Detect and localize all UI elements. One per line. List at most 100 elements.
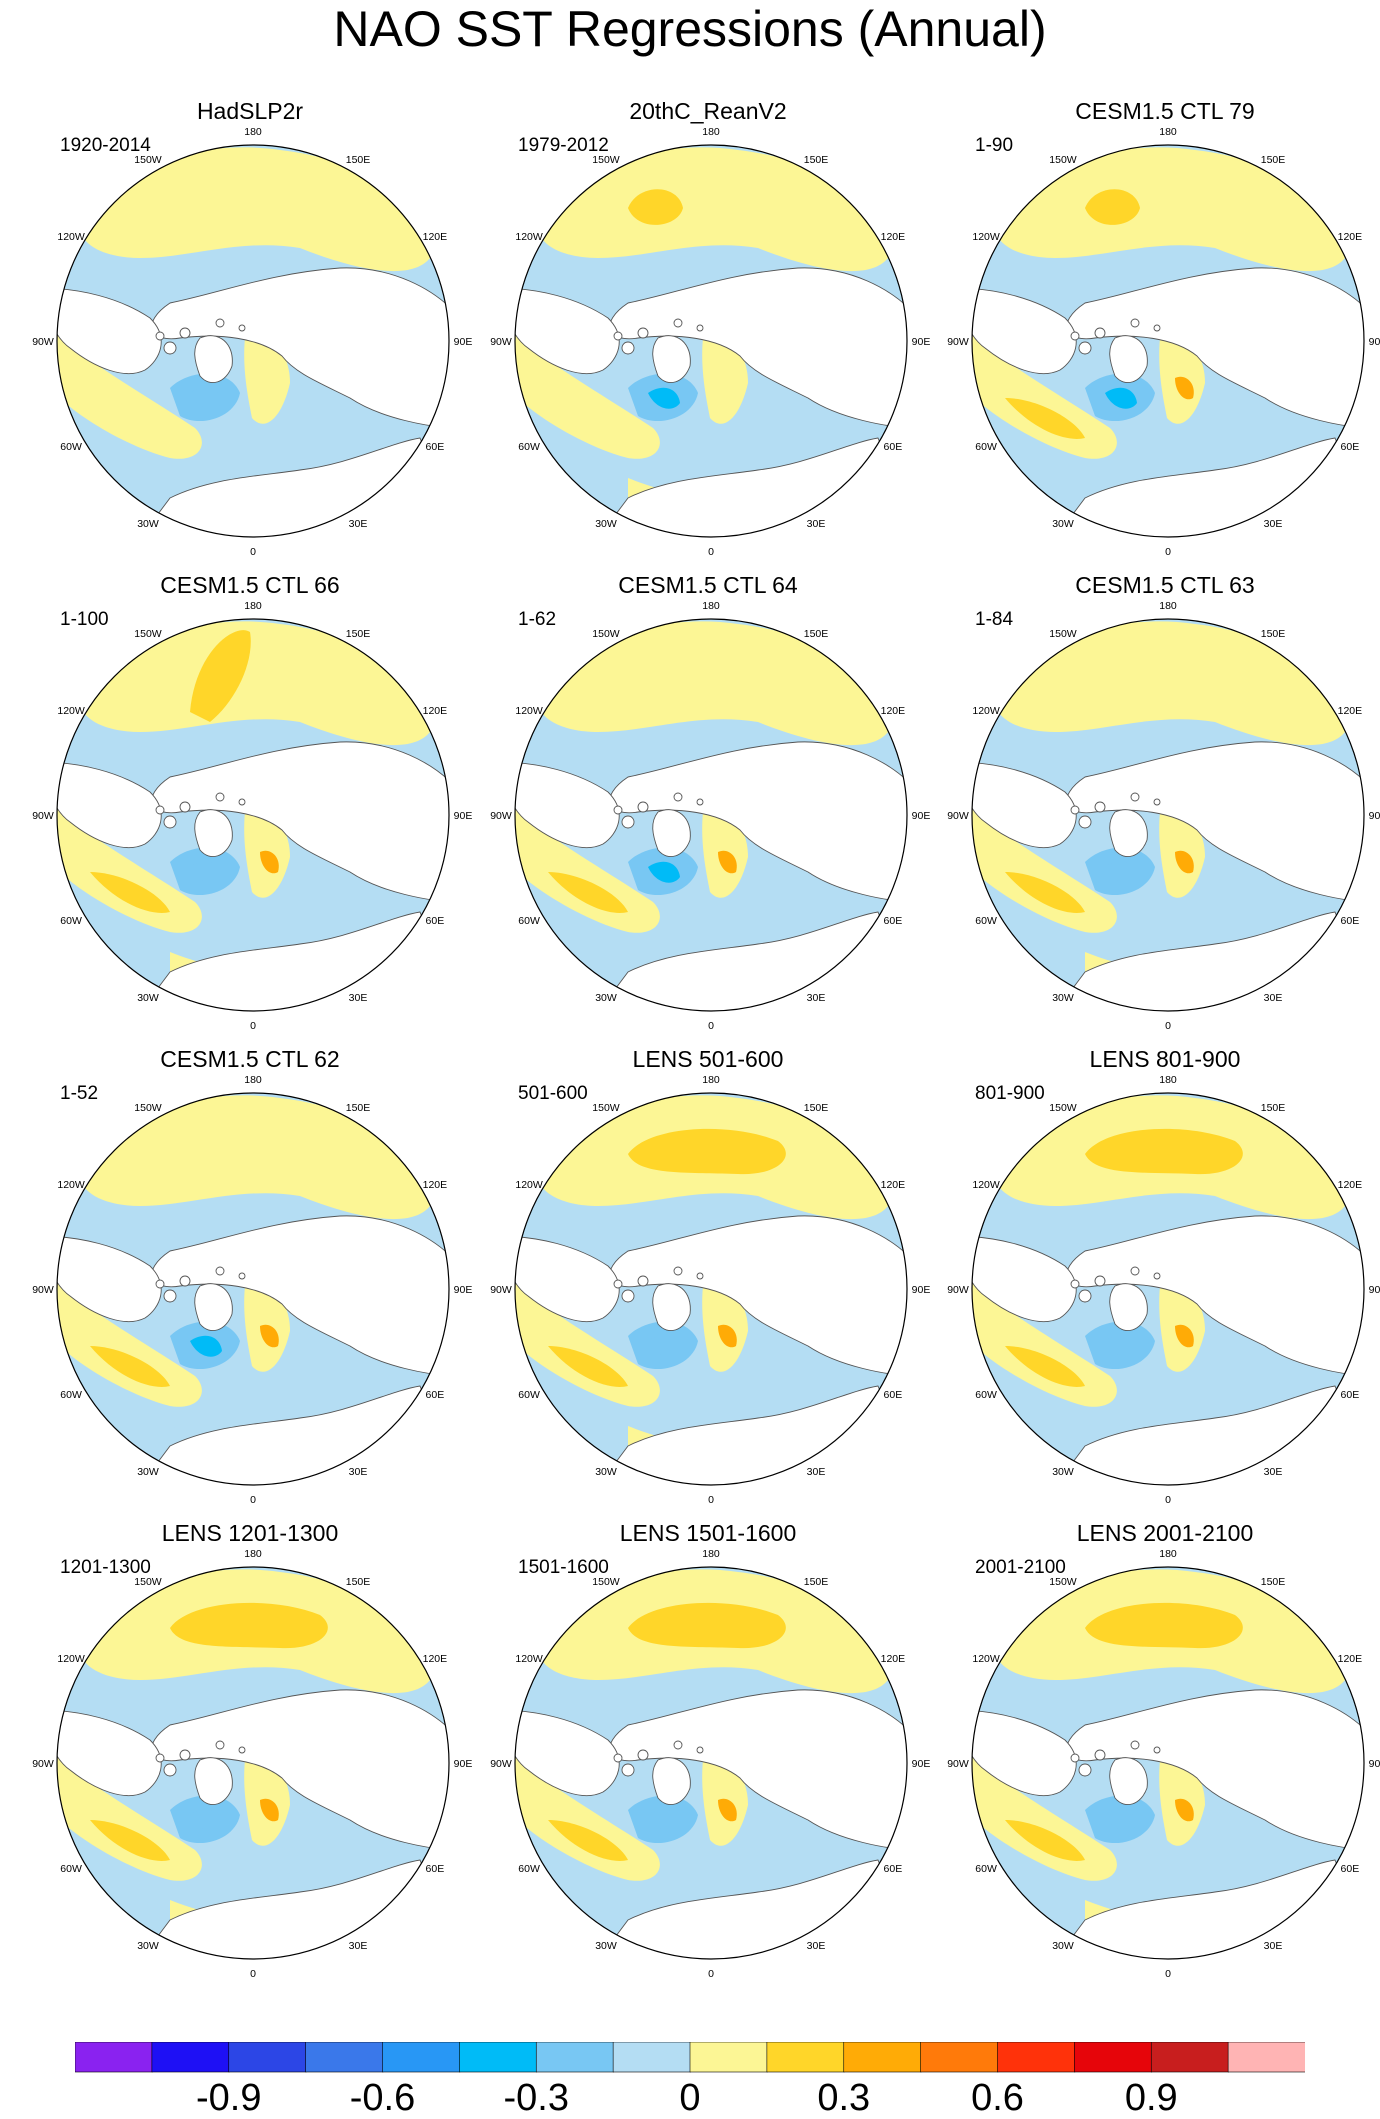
panel-period: 801-900 <box>975 1083 1045 1104</box>
longitude-label: 90E <box>454 1758 473 1770</box>
longitude-label: 60E <box>426 915 445 927</box>
longitude-label: 60W <box>60 441 82 453</box>
longitude-label: 60E <box>426 1389 445 1401</box>
longitude-label: 30E <box>1264 1940 1283 1952</box>
panel-title: CESM1.5 CTL 79 <box>1075 98 1255 124</box>
longitude-label: 60E <box>884 1863 903 1875</box>
longitude-label: 150W <box>134 154 162 166</box>
longitude-label: 0 <box>250 1494 256 1506</box>
longitude-label: 120E <box>1338 1179 1363 1191</box>
longitude-label: 90E <box>1369 1758 1380 1770</box>
longitude-label: 60W <box>518 915 540 927</box>
colorbar-tick-label: -0.6 <box>349 2077 416 2119</box>
longitude-label: 150E <box>804 154 829 166</box>
longitude-label: 0 <box>250 1968 256 1980</box>
longitude-label: 120E <box>881 1653 906 1665</box>
longitude-label: 0 <box>708 546 714 558</box>
longitude-label: 0 <box>1165 1968 1171 1980</box>
polar-map: 180 150E 120E 90E 60E 30E 0 30W 60W 90W 120W 150W <box>490 126 930 558</box>
longitude-label: 30W <box>1052 1466 1074 1478</box>
map-panel: CESM1.5 CTL 62 1-52 180 150E 120E 90E 60E 30E 0 3… <box>20 1046 480 1506</box>
longitude-label: 30E <box>1264 992 1283 1004</box>
pacific-anomaly-region <box>538 621 888 746</box>
longitude-label: 150E <box>1261 154 1286 166</box>
longitude-label: 90E <box>1369 336 1380 348</box>
longitude-label: 90W <box>947 336 969 348</box>
polar-map: 180 150E 120E 90E 60E 30E 0 30W 60W 90W 120W 150W <box>947 1074 1380 1506</box>
longitude-label: 90W <box>490 1284 512 1296</box>
longitude-label: 0 <box>708 1968 714 1980</box>
polar-map: 180 150E 120E 90E 60E 30E 0 30W 60W 90W 120W 150W <box>32 600 473 1032</box>
longitude-label: 30W <box>1052 992 1074 1004</box>
longitude-label: 60W <box>518 441 540 453</box>
longitude-label: 150W <box>134 1576 162 1588</box>
longitude-label: 90E <box>454 810 473 822</box>
figure-title: NAO SST Regressions (Annual) <box>333 1 1047 57</box>
longitude-label: 90E <box>454 1284 473 1296</box>
longitude-label: 150W <box>1049 628 1077 640</box>
longitude-label: 60W <box>975 915 997 927</box>
longitude-label: 120W <box>57 705 85 717</box>
map-panel: CESM1.5 CTL 79 1-90 180 150E 120E 90E 60E 30E 0 3… <box>935 98 1380 558</box>
panel-title: 20thC_ReanV2 <box>629 98 787 124</box>
pacific-anomaly-region <box>995 147 1345 272</box>
panel-title: LENS 1501-1600 <box>619 1520 797 1546</box>
longitude-label: 0 <box>708 1020 714 1032</box>
map-panel: CESM1.5 CTL 64 1-62 180 150E 120E 90E 60E 30E 0 3… <box>478 572 938 1032</box>
longitude-label: 60W <box>518 1389 540 1401</box>
pacific-anomaly-region <box>538 147 888 272</box>
longitude-label: 60E <box>884 441 903 453</box>
longitude-label: 150E <box>804 1576 829 1588</box>
longitude-label: 120W <box>515 231 543 243</box>
longitude-label: 180 <box>1159 1074 1177 1086</box>
longitude-label: 30E <box>807 518 826 530</box>
panel-period: 1-62 <box>518 609 557 630</box>
pacific-anomaly-region <box>80 147 430 272</box>
colorbar-swatch <box>920 2042 999 2073</box>
longitude-label: 90W <box>32 1284 54 1296</box>
panel-period: 1501-1600 <box>518 1557 609 1578</box>
longitude-label: 150E <box>1261 1576 1286 1588</box>
longitude-label: 30E <box>807 1466 826 1478</box>
longitude-label: 120E <box>1338 1653 1363 1665</box>
longitude-label: 90W <box>32 336 54 348</box>
longitude-label: 120E <box>423 705 448 717</box>
longitude-label: 30W <box>595 518 617 530</box>
longitude-label: 60W <box>975 1863 997 1875</box>
colorbar-tick-label: 0.9 <box>1124 2077 1178 2119</box>
polar-map: 180 150E 120E 90E 60E 30E 0 30W 60W 90W 120W 150W <box>947 1548 1380 1980</box>
colorbar-tick-label: -0.3 <box>503 2077 569 2119</box>
longitude-label: 30E <box>349 992 368 1004</box>
longitude-label: 120W <box>972 231 1000 243</box>
colorbar-swatch <box>459 2042 538 2073</box>
map-panel: CESM1.5 CTL 63 1-84 180 150E 120E 90E 60E 30E 0 3… <box>935 572 1380 1032</box>
longitude-label: 90E <box>912 1284 931 1296</box>
longitude-label: 0 <box>250 546 256 558</box>
colorbar-tick-label: -0.9 <box>196 2077 262 2119</box>
longitude-label: 180 <box>1159 1548 1177 1560</box>
colorbar-swatch <box>535 2042 614 2073</box>
longitude-label: 150E <box>804 628 829 640</box>
colorbar-swatch <box>766 2042 845 2073</box>
longitude-label: 120E <box>1338 705 1363 717</box>
longitude-label: 150E <box>346 628 371 640</box>
polar-map: 180 150E 120E 90E 60E 30E 0 30W 60W 90W 120W 150W <box>490 600 930 1032</box>
longitude-label: 120W <box>515 1653 543 1665</box>
longitude-label: 120E <box>423 1179 448 1191</box>
longitude-label: 0 <box>1165 1494 1171 1506</box>
longitude-label: 180 <box>244 1074 262 1086</box>
longitude-label: 150W <box>592 1576 620 1588</box>
longitude-label: 30E <box>807 992 826 1004</box>
longitude-label: 90W <box>490 1758 512 1770</box>
panel-period: 1201-1300 <box>60 1557 151 1578</box>
map-panel: CESM1.5 CTL 66 1-100 180 150E 120E 90E 60E 30E 0… <box>20 572 480 1032</box>
panel-title: LENS 1201-1300 <box>161 1520 339 1546</box>
longitude-label: 120W <box>972 1653 1000 1665</box>
longitude-label: 60W <box>60 915 82 927</box>
panel-period: 1-100 <box>60 609 109 630</box>
longitude-label: 150W <box>134 1102 162 1114</box>
map-panel: HadSLP2r 1920-2014 180 150E 120E 90E 60E 30E 0 30… <box>20 98 480 558</box>
longitude-label: 30E <box>349 518 368 530</box>
longitude-label: 0 <box>250 1020 256 1032</box>
panel-title: CESM1.5 CTL 62 <box>160 1046 340 1072</box>
